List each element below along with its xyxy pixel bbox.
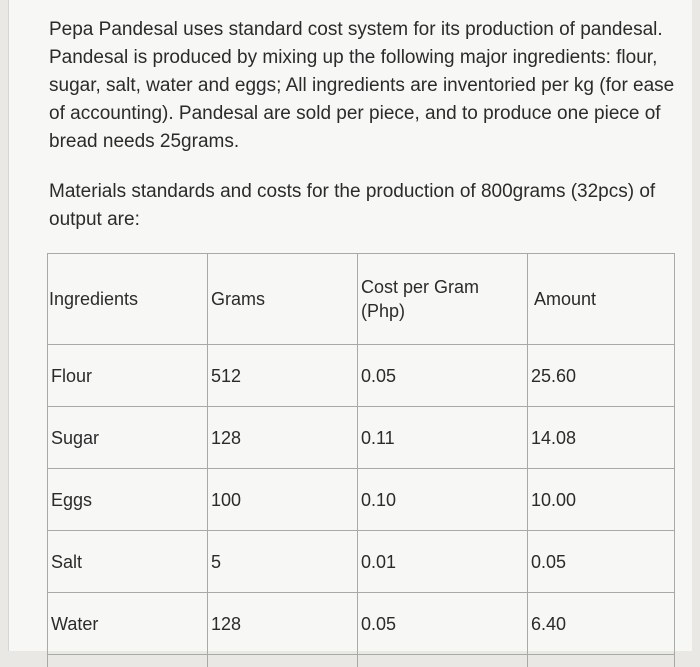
table-row: Water 128 0.05 6.40 <box>48 593 675 655</box>
header-ingredients: Ingredients <box>48 254 208 345</box>
cell-cost: 0.05 <box>358 345 528 407</box>
cell-amount: 0.05 <box>528 531 675 593</box>
table-row: Sugar 128 0.11 14.08 <box>48 407 675 469</box>
cell-amount: 10.00 <box>528 469 675 531</box>
cell-grams: 128 <box>208 407 358 469</box>
cell-ingredient: Water <box>48 593 208 655</box>
cell-ingredient: Sugar <box>48 407 208 469</box>
cell-grams: 128 <box>208 593 358 655</box>
cell-amount: 6.40 <box>528 593 675 655</box>
materials-table: Ingredients Grams Cost per Gram (Php) Am… <box>47 253 675 667</box>
table-row: Salt 5 0.01 0.05 <box>48 531 675 593</box>
cell-cost: 0.11 <box>358 407 528 469</box>
cell-grams: 5 <box>208 531 358 593</box>
table-header-row: Ingredients Grams Cost per Gram (Php) Am… <box>48 254 675 345</box>
table-row: Eggs 100 0.10 10.00 <box>48 469 675 531</box>
header-cost-per-gram: Cost per Gram (Php) <box>358 254 528 345</box>
cell-grams: 100 <box>208 469 358 531</box>
cell-amount: 25.60 <box>528 345 675 407</box>
cell-amount: 14.08 <box>528 407 675 469</box>
cell-ingredient: Eggs <box>48 469 208 531</box>
cell-ingredient: Flour <box>48 345 208 407</box>
cell-cost: 0.01 <box>358 531 528 593</box>
cell-cost: 0.10 <box>358 469 528 531</box>
table-row: Flour 512 0.05 25.60 <box>48 345 675 407</box>
header-grams: Grams <box>208 254 358 345</box>
cell-ingredient: Salt <box>48 531 208 593</box>
cell-grams: 512 <box>208 345 358 407</box>
cell-cost: 0.05 <box>358 593 528 655</box>
materials-paragraph: Materials standards and costs for the pr… <box>49 178 679 234</box>
intro-paragraph: Pepa Pandesal uses standard cost system … <box>49 16 679 156</box>
table-row-cut-off <box>48 655 675 667</box>
header-amount: Amount <box>528 254 675 345</box>
